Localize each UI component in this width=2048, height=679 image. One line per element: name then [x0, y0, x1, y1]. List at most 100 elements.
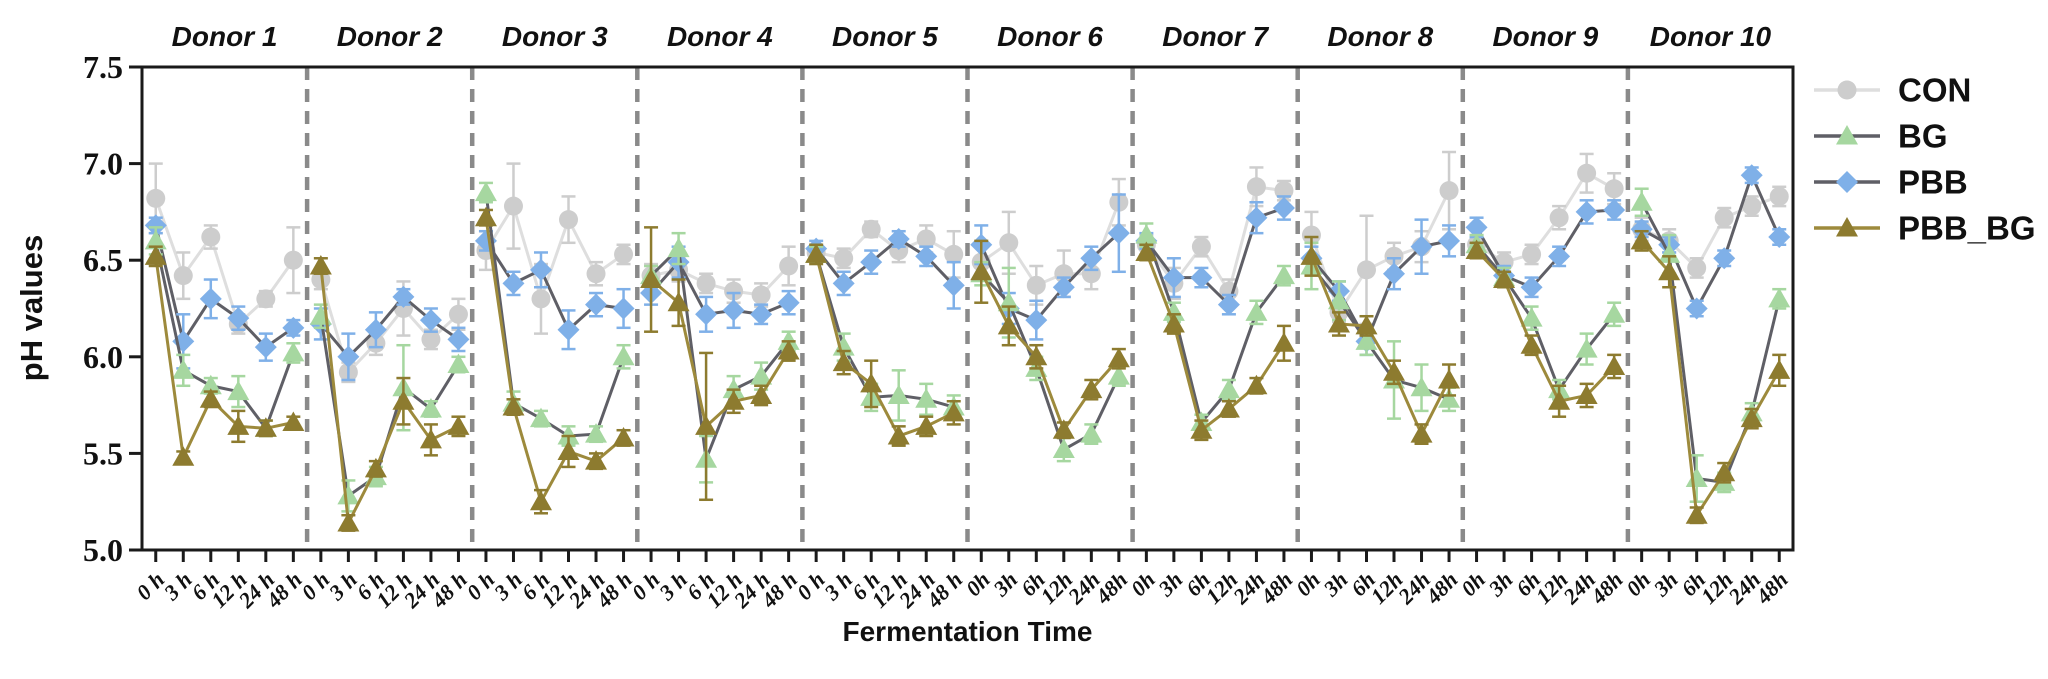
pbb_bg-marker	[282, 411, 305, 431]
pbb_bg-marker	[722, 390, 745, 410]
con-marker	[1191, 237, 1211, 257]
bg-marker	[1135, 224, 1158, 244]
pbb-marker	[199, 287, 222, 310]
bg-marker	[1768, 287, 1791, 308]
con-marker	[724, 281, 744, 301]
pbb-marker	[695, 303, 718, 326]
bg-marker	[1162, 301, 1185, 321]
con-marker	[421, 329, 441, 349]
pbb_bg-marker	[750, 384, 773, 404]
bg-marker	[1575, 338, 1598, 358]
pbb-marker	[529, 258, 552, 281]
legend-pbb_bg-marker	[1836, 217, 1858, 237]
pbb_bg-marker	[392, 390, 415, 410]
pbb_bg-marker	[227, 415, 250, 435]
con-marker	[1742, 196, 1762, 216]
pbb-marker	[1465, 216, 1488, 239]
pbb-marker	[337, 345, 360, 368]
pbb_bg-marker	[970, 260, 993, 281]
x-tick-label: 48h	[1255, 567, 1298, 610]
pbb_bg-marker	[1740, 407, 1763, 428]
pbb_bg-marker	[474, 206, 497, 227]
bg-marker	[667, 237, 690, 258]
bg-marker	[1685, 467, 1708, 488]
legend-pbb-label: PBB	[1898, 164, 1968, 201]
pbb-marker	[1217, 293, 1240, 316]
pbb_bg-marker	[172, 446, 195, 466]
bg-marker	[1107, 365, 1130, 385]
pbb-marker	[1383, 262, 1406, 285]
y-tick-label: 5.5	[83, 435, 123, 471]
pbb-marker	[1272, 197, 1295, 220]
pbb_bg-marker	[144, 245, 167, 265]
x-tick-label: 48h	[1090, 567, 1133, 610]
pbb_bg-marker	[1052, 419, 1075, 439]
pbb_bg-marker	[1107, 347, 1130, 368]
bg-marker	[1630, 191, 1653, 211]
panel-title: Donor 5	[832, 21, 938, 52]
bg-marker	[1327, 289, 1350, 310]
pbb_bg-marker	[557, 440, 580, 460]
pbb-marker	[1162, 266, 1185, 289]
pbb-marker	[1603, 198, 1626, 221]
pbb_bg-marker	[447, 415, 470, 435]
pbb-marker	[1520, 276, 1543, 299]
bg-marker	[529, 407, 552, 428]
con-marker	[256, 289, 276, 309]
pbb_bg-series-line	[1640, 239, 1781, 520]
bg-marker	[585, 423, 608, 443]
pbb-marker	[915, 245, 938, 268]
bg-marker	[447, 353, 470, 374]
bg-marker	[915, 388, 938, 408]
bg-marker	[144, 229, 167, 250]
pbb_bg-marker	[502, 396, 525, 416]
pbb-marker	[887, 227, 910, 250]
bg-marker	[750, 365, 773, 385]
pbb-marker	[254, 336, 277, 359]
con-marker	[531, 289, 551, 309]
bg-marker	[199, 374, 222, 395]
con-marker	[1384, 246, 1404, 266]
panel-title: Donor 8	[1327, 21, 1433, 52]
plot-frame	[140, 65, 1795, 552]
x-tick-label: 48h	[1750, 567, 1793, 610]
bg-marker	[1080, 423, 1103, 443]
bg-marker	[1272, 264, 1295, 285]
pbb-marker	[1685, 297, 1708, 320]
con-marker	[1301, 225, 1321, 245]
pbb_bg-marker	[1575, 384, 1598, 404]
pbb-marker	[502, 272, 525, 295]
bg-series-line	[1640, 201, 1781, 485]
pbb_bg-marker	[612, 426, 635, 447]
bg-marker	[612, 345, 635, 366]
pbb-marker	[1190, 266, 1213, 289]
pbb_bg-marker	[1520, 334, 1543, 354]
bg-marker	[1217, 378, 1240, 399]
pbb_bg-marker	[887, 425, 910, 445]
bg-marker	[1603, 303, 1626, 323]
con-marker	[696, 273, 716, 293]
bg-marker	[1520, 307, 1543, 327]
con-marker	[201, 227, 221, 247]
panel-title: Donor 2	[337, 21, 443, 52]
con-marker	[944, 244, 964, 264]
con-marker	[751, 285, 771, 305]
pbb-marker	[1630, 218, 1653, 241]
pbb_bg-series-line	[1475, 249, 1616, 403]
pbb_bg-series-line	[154, 256, 294, 463]
y-tick-label: 6.5	[83, 242, 123, 278]
pbb_bg-marker	[1603, 355, 1626, 375]
pbb_bg-marker	[364, 457, 387, 478]
pbb_bg-marker	[1768, 359, 1791, 379]
con-marker	[283, 250, 303, 270]
pbb_bg-marker	[1410, 423, 1433, 443]
con-marker	[1604, 179, 1624, 199]
pbb_bg-marker	[1383, 361, 1406, 381]
pbb_bg-marker	[1080, 378, 1103, 399]
legend-con-marker	[1837, 80, 1857, 100]
con-marker	[1769, 186, 1789, 206]
pbb_bg-marker	[254, 417, 277, 437]
pbb_bg-marker	[1465, 239, 1488, 260]
pbb_bg-marker	[695, 415, 718, 435]
pbb-marker	[1548, 245, 1571, 268]
